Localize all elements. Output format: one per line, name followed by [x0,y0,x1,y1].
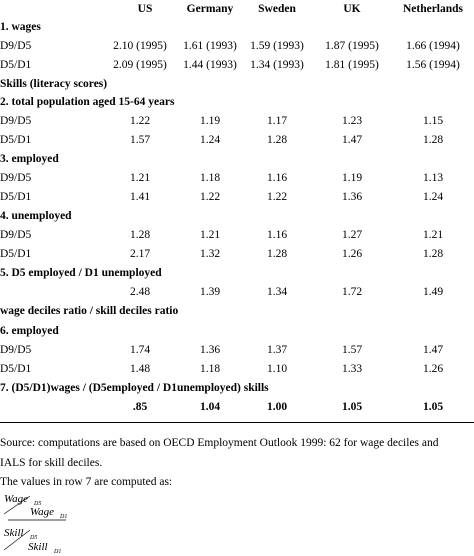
formula-term: Skill [28,541,48,553]
cell: 1.26 [422,363,444,375]
cell: 1.36 [341,191,363,203]
formula-sub: D1 [59,514,67,520]
row-label: D5/D1 [0,363,32,375]
cell: 1.81 (1995) [325,59,379,71]
cell: 1.74 [129,344,151,356]
cell: 1.18 [199,363,221,375]
cell: 1.49 [422,286,444,298]
cell: 1.22 [199,191,221,203]
row-label: D9/D5 [0,344,32,356]
cell: 1.59 (1993) [250,40,304,52]
row-label: D9/D5 [0,40,32,52]
row-label: D5/D1 [0,248,32,260]
cell: 2.48 [129,286,151,298]
cell: 1.34 [266,286,288,298]
column-header: Netherlands [402,3,464,15]
formula-intro: The values in row 7 are computed as: [0,476,173,488]
column-header: UK [343,3,361,15]
row-label: D5/D1 [0,191,32,203]
section-heading: 4. unemployed [0,210,72,222]
cell: 1.47 [341,134,363,146]
section-heading: 7. (D5/D1)wages / (D5employed / D1unempl… [0,382,269,394]
formula-term: Wage [30,506,54,518]
cell: 1.57 [341,344,363,356]
slash [3,529,31,551]
cell: 1.28 [266,248,288,260]
cell: 2.09 (1995) [113,59,167,71]
table-rule [0,422,474,423]
cell: 1.39 [199,286,221,298]
cell: 1.57 [129,134,151,146]
cell: 1.19 [341,172,363,184]
row-label: D5/D1 [0,59,32,71]
column-header: Germany [186,3,234,15]
row-label: D9/D5 [0,115,32,127]
cell: 1.22 [129,115,151,127]
cell: 1.34 (1993) [250,59,304,71]
cell: 1.28 [129,229,151,241]
cell: 1.66 (1994) [406,40,460,52]
cell: 1.00 [266,401,288,413]
formula-sub: D5 [29,535,37,541]
cell: 1.23 [341,115,363,127]
cell: 1.18 [199,172,221,184]
formula: Wage D5 Wage D1 Skill D5 Skill D1 [3,493,67,555]
formula-sub: D5 [33,501,41,507]
formula-term: Skill [4,527,24,539]
cell: 1.04 [199,401,221,413]
cell: 1.36 [199,344,221,356]
cell: 1.21 [422,229,444,241]
column-header: US [137,3,153,15]
section-heading: 3. employed [0,153,59,165]
cell: 1.72 [341,286,363,298]
cell: 1.16 [266,172,288,184]
column-header: Sweden [258,3,296,15]
cell: 1.05 [422,401,444,413]
cell: 1.44 (1993) [183,59,237,71]
cell: 1.33 [341,363,363,375]
cell: 1.37 [266,344,288,356]
cell: 1.28 [422,248,444,260]
cell: 1.61 (1993) [183,40,237,52]
cell: 1.05 [341,401,363,413]
cell: 1.41 [129,191,151,203]
section-heading: Skills (literacy scores) [0,78,108,90]
cell: 1.21 [199,229,221,241]
cell: 1.48 [129,363,151,375]
slash [3,495,31,515]
section-heading: 5. D5 employed / D1 unemployed [0,267,162,279]
row-label: D9/D5 [0,229,32,241]
cell: 1.24 [422,191,444,203]
row-label: D9/D5 [0,172,32,184]
cell: 1.10 [266,363,288,375]
row-label: D5/D1 [0,134,32,146]
cell: 1.26 [341,248,363,260]
cell: 1.21 [129,172,151,184]
cell: 2.10 (1995) [113,40,167,52]
cell: 1.22 [266,191,288,203]
cell: 1.17 [266,115,288,127]
section-heading: 6. employed [0,325,59,337]
formula-term: Wage [4,493,28,505]
section-heading: 2. total population aged 15-64 years [0,96,175,108]
cell: 1.28 [422,134,444,146]
cell: 2.17 [129,248,151,260]
cell: 1.27 [341,229,363,241]
cell: 1.19 [199,115,221,127]
cell: 1.16 [266,229,288,241]
cell: 1.47 [422,344,444,356]
cell: 1.32 [199,248,221,260]
cell: 1.13 [422,172,444,184]
source-note: Source: computations are based on OECD E… [0,437,439,469]
section-heading: wage deciles ratio / skill deciles ratio [0,305,179,317]
cell: .85 [132,401,148,413]
section-heading: 1. wages [0,21,41,33]
cell: 1.28 [266,134,288,146]
cell: 1.15 [422,115,444,127]
cell: 1.24 [199,134,221,146]
formula-sub: D1 [53,549,61,555]
cell: 1.87 (1995) [325,40,379,52]
cell: 1.56 (1994) [406,59,460,71]
